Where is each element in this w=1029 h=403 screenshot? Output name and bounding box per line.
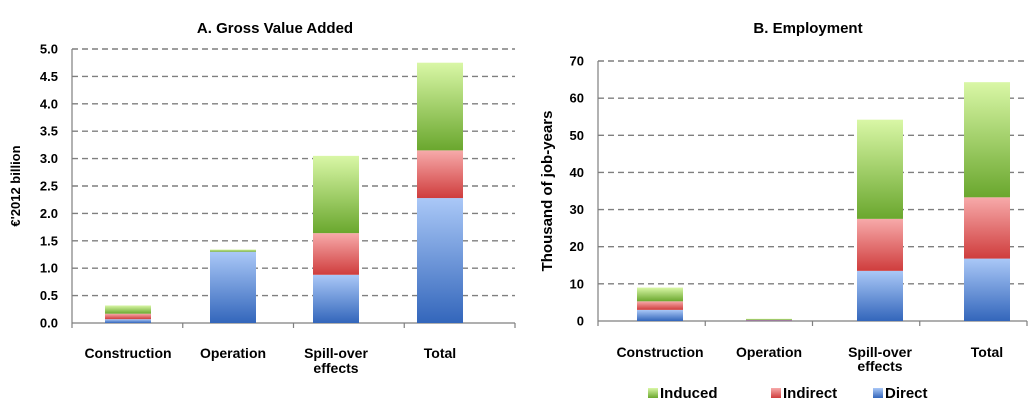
chart-b-bar-indirect	[637, 301, 683, 310]
chart-b-bar-direct	[857, 270, 903, 321]
legend: Induced Indirect Direct	[648, 385, 928, 402]
chart-b-category-label: Spill-over	[848, 344, 912, 360]
chart-a-bar-direct	[105, 319, 151, 323]
legend-swatch-indirect	[771, 388, 781, 398]
chart-a-bar-induced	[313, 155, 359, 234]
chart-a-ytick-label: 4.5	[40, 69, 58, 84]
chart-b-title: B. Employment	[753, 20, 862, 37]
chart-a-category-label: Construction	[84, 345, 171, 361]
chart-a-category-label: Spill-over	[304, 345, 368, 361]
chart-a-category-label: effects	[313, 360, 358, 376]
chart-a-category-label: Total	[424, 345, 456, 361]
chart-a-bar-indirect	[417, 150, 463, 199]
chart-b-ytick-label: 50	[570, 128, 584, 143]
chart-b-ylabel: Thousand of job-years	[539, 111, 556, 272]
chart-b-bar-induced	[964, 82, 1010, 198]
chart-a-ytick-label: 5.0	[40, 42, 58, 57]
chart-a-bar-direct	[417, 198, 463, 323]
chart-a-bar-direct	[313, 274, 359, 323]
chart-a-title: A. Gross Value Added	[197, 20, 353, 37]
legend-label-induced: Induced	[660, 385, 718, 402]
chart-b-category-label: effects	[857, 358, 902, 374]
chart-a-bar-induced	[417, 62, 463, 151]
chart-b-bar-indirect	[746, 319, 792, 321]
chart-b-ytick-label: 20	[570, 239, 584, 254]
chart-b-ytick-label: 30	[570, 202, 584, 217]
chart-a-ytick-label: 2.0	[40, 206, 58, 221]
chart-a-ytick-label: 3.5	[40, 124, 58, 139]
chart-b-ytick-label: 10	[570, 276, 584, 291]
chart-a-ytick-label: 4.0	[40, 96, 58, 111]
chart-b-bar-direct	[746, 320, 792, 321]
chart-b-category-label: Operation	[736, 344, 802, 360]
chart-b-bar-indirect	[964, 197, 1010, 259]
chart-b-category-label: Total	[971, 344, 1003, 360]
chart-b: B. Employment Thousand of job-years 0 10 2…	[539, 20, 1028, 374]
chart-b-ytick-label: 70	[570, 54, 584, 69]
chart-b-ytick-label: 0	[577, 314, 584, 329]
chart-a-ytick-label: 2.5	[40, 179, 58, 194]
chart-b-bar-induced	[857, 119, 903, 219]
chart-b-bar-indirect	[857, 218, 903, 271]
chart-b-bar-induced	[637, 287, 683, 302]
chart-a-bar-induced	[210, 249, 256, 252]
chart-a-ytick-label: 0.5	[40, 288, 58, 303]
legend-swatch-direct	[873, 388, 883, 398]
chart-a: A. Gross Value Added €'2012 billion 0.0 0…	[8, 20, 516, 376]
chart-a-ylabel: €'2012 billion	[8, 145, 23, 226]
legend-swatch-induced	[648, 388, 658, 398]
chart-b-category-label: Construction	[616, 344, 703, 360]
chart-b-bar-induced	[746, 318, 792, 320]
chart-a-ytick-label: 1.5	[40, 233, 58, 248]
chart-a-ytick-label: 1.0	[40, 261, 58, 276]
chart-b-ytick-label: 40	[570, 165, 584, 180]
chart-a-bar-indirect	[105, 313, 151, 320]
chart-a-bar-direct	[210, 251, 256, 323]
chart-a-bar-indirect	[313, 233, 359, 275]
legend-label-direct: Direct	[885, 385, 928, 402]
chart-b-bar-direct	[964, 258, 1010, 321]
chart-a-category-label: Operation	[200, 345, 266, 361]
chart-b-ytick-label: 60	[570, 91, 584, 106]
chart-a-bar-induced	[105, 305, 151, 314]
legend-label-indirect: Indirect	[783, 385, 837, 402]
chart-a-ytick-label: 0.0	[40, 316, 58, 331]
chart-a-ytick-label: 3.0	[40, 151, 58, 166]
chart-b-bar-direct	[637, 309, 683, 321]
